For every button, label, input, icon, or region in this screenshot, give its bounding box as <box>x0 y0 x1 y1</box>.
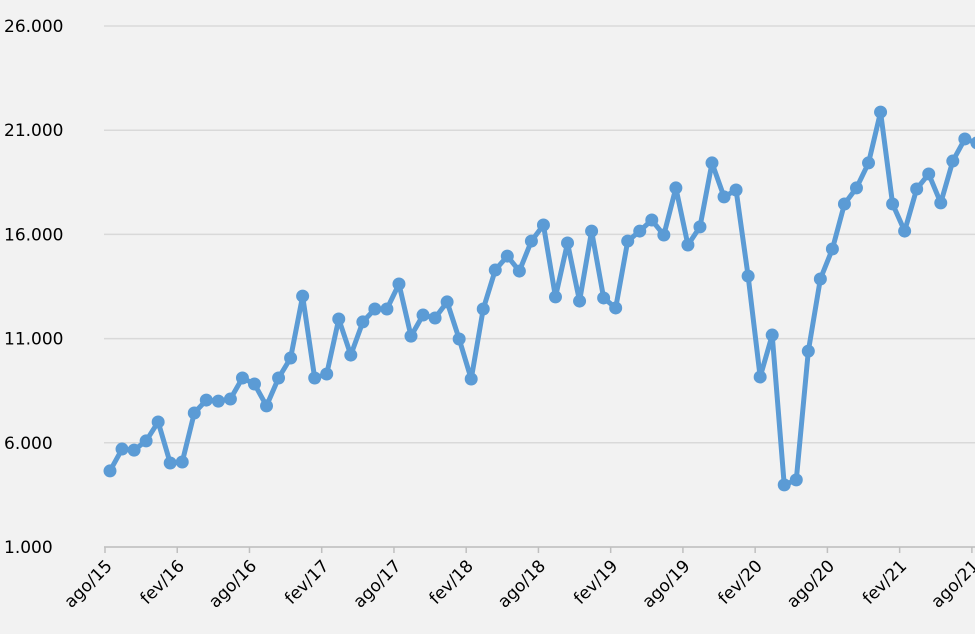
data-point <box>127 443 141 457</box>
x-tick-label: fev/20 <box>714 556 766 608</box>
data-point <box>633 224 647 238</box>
data-point <box>669 181 683 195</box>
data-point <box>139 434 153 448</box>
x-tick-label: ago/18 <box>494 556 550 612</box>
data-point <box>512 264 526 278</box>
data-point <box>717 190 731 204</box>
x-tick-label: fev/17 <box>281 556 333 608</box>
data-point <box>922 167 936 181</box>
data-point <box>681 238 695 252</box>
x-tick-label: ago/20 <box>783 556 839 612</box>
data-point <box>837 197 851 211</box>
data-point <box>910 182 924 196</box>
data-point <box>175 455 189 469</box>
data-point <box>151 415 165 429</box>
x-tick-label: ago/15 <box>61 556 117 612</box>
data-point <box>452 332 466 346</box>
data-point <box>115 442 129 456</box>
data-point <box>777 478 791 492</box>
data-point <box>211 394 225 408</box>
data-point <box>356 315 370 329</box>
data-point <box>235 371 249 385</box>
y-tick-label: 16.000 <box>4 225 63 245</box>
data-point <box>561 236 575 250</box>
data-point <box>199 393 213 407</box>
data-point <box>753 370 767 384</box>
data-point <box>187 406 201 420</box>
data-point <box>320 367 334 381</box>
data-point <box>548 290 562 304</box>
data-point <box>693 220 707 234</box>
data-point <box>801 344 815 358</box>
data-point <box>741 269 755 283</box>
data-point <box>296 289 310 303</box>
data-point <box>488 263 502 277</box>
data-point <box>163 456 177 470</box>
data-point <box>886 197 900 211</box>
data-point <box>621 234 635 248</box>
data-point <box>765 328 779 342</box>
data-point <box>789 473 803 487</box>
data-point <box>825 242 839 256</box>
x-tick-label: ago/21 <box>928 556 975 612</box>
data-point <box>440 295 454 309</box>
data-point <box>645 213 659 227</box>
data-point <box>284 351 298 365</box>
data-point <box>657 228 671 242</box>
data-point <box>476 302 490 316</box>
data-point <box>272 371 286 385</box>
y-tick-label: 21.000 <box>4 121 63 141</box>
data-point <box>573 294 587 308</box>
data-point <box>946 154 960 168</box>
data-point <box>958 132 972 146</box>
data-point <box>368 302 382 316</box>
data-point <box>392 277 406 291</box>
data-point <box>970 136 975 150</box>
y-tick-label: 26.000 <box>4 17 63 37</box>
y-tick-label: 1.000 <box>4 538 53 558</box>
data-point <box>223 392 237 406</box>
data-point <box>428 311 442 325</box>
data-point <box>416 308 430 322</box>
data-point <box>500 249 514 263</box>
data-point <box>464 372 478 386</box>
data-point <box>404 329 418 343</box>
data-point <box>705 156 719 170</box>
data-point <box>898 224 912 238</box>
data-point <box>934 196 948 210</box>
x-tick-label: ago/19 <box>639 556 695 612</box>
data-point <box>585 224 599 238</box>
series-line <box>107 109 975 488</box>
x-tick-label: fev/21 <box>859 556 911 608</box>
data-point <box>332 312 346 326</box>
data-point <box>609 301 623 315</box>
data-point <box>874 105 888 119</box>
y-tick-label: 11.000 <box>4 330 63 350</box>
data-point <box>103 464 117 478</box>
x-tick-label: fev/19 <box>570 556 622 608</box>
data-point <box>729 183 743 197</box>
data-point <box>813 272 827 286</box>
data-point <box>380 302 394 316</box>
data-point <box>536 218 550 232</box>
x-tick-label: ago/16 <box>205 556 261 612</box>
x-tick-label: ago/17 <box>350 556 406 612</box>
data-point <box>247 377 261 391</box>
x-tick-label: fev/18 <box>425 556 477 608</box>
data-point <box>344 348 358 362</box>
y-tick-label: 6.000 <box>4 434 53 454</box>
data-point <box>597 291 611 305</box>
data-point <box>308 371 322 385</box>
data-point <box>862 156 876 170</box>
data-point <box>849 181 863 195</box>
data-point <box>260 399 274 413</box>
data-point <box>524 234 538 248</box>
x-tick-label: fev/16 <box>137 556 189 608</box>
